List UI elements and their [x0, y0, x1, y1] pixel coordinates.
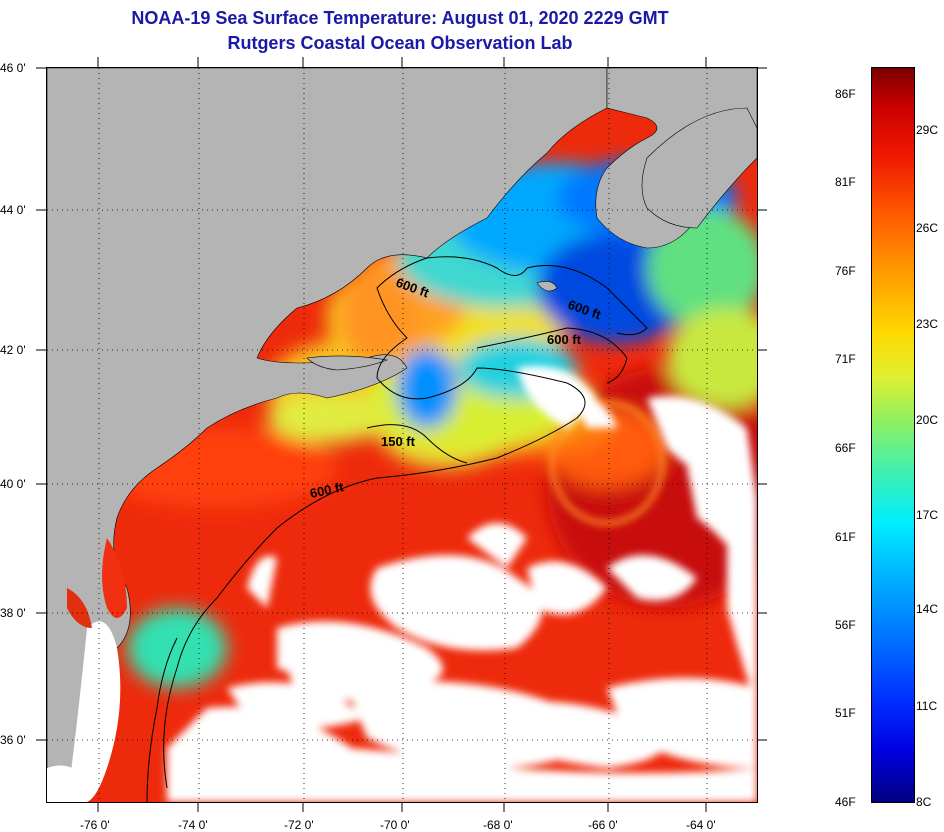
colorbar-f-label: 76F	[835, 264, 856, 278]
lon-label: -64 0'	[686, 818, 716, 832]
colorbar-f-label: 46F	[835, 795, 856, 809]
delaware-bay	[102, 538, 127, 618]
depth-label: 600 ft	[309, 479, 346, 501]
lat-label: 40 0'	[0, 477, 26, 491]
map-title: NOAA-19 Sea Surface Temperature: August …	[131, 8, 669, 28]
colorbar-f-label: 51F	[835, 706, 856, 720]
lat-label: 46 0'	[0, 61, 26, 75]
colorbar-c-label: 29C	[916, 123, 939, 137]
lon-label: -70 0'	[380, 818, 410, 832]
colorbar-f-label: 71F	[835, 352, 856, 366]
lat-label: 38 0'	[0, 606, 26, 620]
lon-label: -66 0'	[588, 818, 618, 832]
map-subtitle: Rutgers Coastal Ocean Observation Lab	[227, 33, 573, 53]
chesapeake-bay	[67, 588, 92, 628]
colorbar-c-label: 17C	[916, 508, 939, 522]
lon-label: -68 0'	[483, 818, 513, 832]
bathymetry-contours	[146, 256, 648, 802]
sst-map-canvas: 600 ft 600 ft 600 ft 150 ft 600 ft	[47, 68, 757, 802]
lon-label: -76 0'	[80, 818, 110, 832]
colorbar-f-label: 81F	[835, 175, 856, 189]
sst-map: 600 ft 600 ft 600 ft 150 ft 600 ft	[46, 67, 758, 803]
cloud-cover	[167, 366, 757, 802]
colorbar-c-label: 14C	[916, 602, 939, 616]
graticule	[47, 68, 757, 802]
colorbar-c-label: 11C	[916, 699, 938, 713]
lat-label: 44 0'	[0, 203, 26, 217]
colorbar-c-label: 20C	[916, 413, 939, 427]
depth-label: 150 ft	[381, 434, 416, 449]
temperature-colorbar	[871, 67, 915, 803]
lon-label: -74 0'	[178, 818, 208, 832]
land	[47, 68, 757, 802]
colorbar-f-label: 56F	[835, 618, 856, 632]
depth-label: 600 ft	[547, 332, 582, 347]
lon-label: -72 0'	[284, 818, 314, 832]
lat-label: 42 0'	[0, 343, 26, 357]
colorbar-c-label: 8C	[916, 795, 932, 809]
lat-label: 36 0'	[0, 733, 26, 747]
colorbar-c-label: 23C	[916, 317, 939, 331]
warm-core-eddy	[549, 400, 665, 526]
colorbar-c-label: 26C	[916, 221, 939, 235]
colorbar-f-label: 86F	[835, 87, 856, 101]
colorbar-f-label: 61F	[835, 530, 856, 544]
colorbar-f-label: 66F	[835, 441, 856, 455]
bay-clouds	[47, 621, 121, 802]
